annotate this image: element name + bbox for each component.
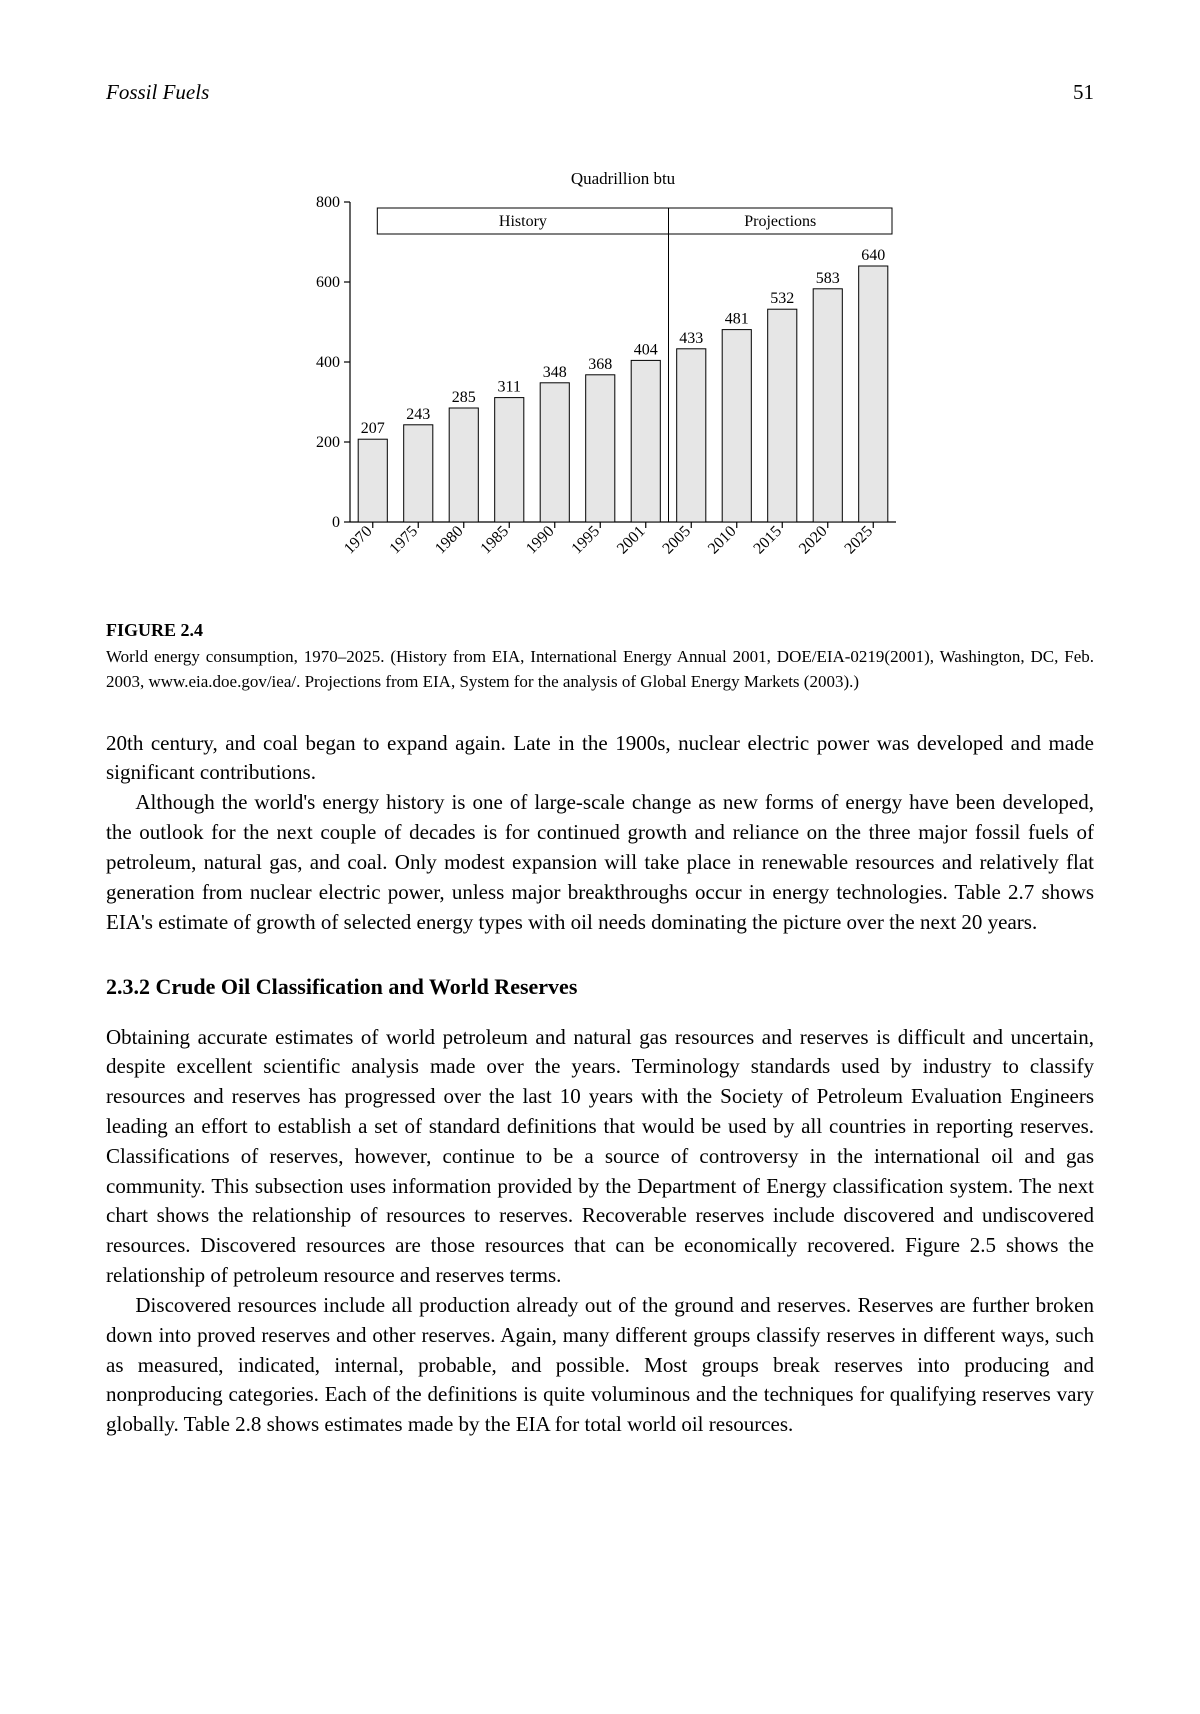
running-head: Fossil Fuels 51 <box>106 78 1094 108</box>
bar-chart-svg: 0 200 400 600 800 207 1970 243 1975 285 1980 311 198… <box>290 168 910 588</box>
svg-text:1975: 1975 <box>386 523 421 558</box>
svg-text:200: 200 <box>316 434 340 451</box>
svg-text:History: History <box>499 213 547 230</box>
body-paragraph-3: Obtaining accurate estimates of world pe… <box>106 1023 1094 1291</box>
svg-text:243: 243 <box>406 406 430 423</box>
section-heading: 2.3.2 Crude Oil Classification and World… <box>106 971 1094 1002</box>
svg-text:2005: 2005 <box>659 523 694 558</box>
svg-text:2025: 2025 <box>841 523 876 558</box>
svg-text:Projections: Projections <box>744 213 816 230</box>
body-paragraph-1: 20th century, and coal began to expand a… <box>106 729 1094 789</box>
page-number: 51 <box>1073 78 1094 108</box>
body-paragraph-2: Although the world's energy history is o… <box>106 788 1094 937</box>
svg-text:481: 481 <box>725 310 749 327</box>
svg-text:1980: 1980 <box>432 523 467 558</box>
svg-text:311: 311 <box>498 378 521 395</box>
svg-text:368: 368 <box>588 356 612 373</box>
svg-text:0: 0 <box>332 514 340 531</box>
body-paragraph-4: Discovered resources include all product… <box>106 1291 1094 1440</box>
svg-text:2015: 2015 <box>750 523 785 558</box>
svg-text:404: 404 <box>634 341 658 358</box>
svg-text:400: 400 <box>316 354 340 371</box>
figure-label: FIGURE 2.4 <box>106 618 1094 644</box>
svg-text:1990: 1990 <box>523 523 558 558</box>
figure-caption: World energy consumption, 1970–2025. (Hi… <box>106 645 1094 694</box>
running-head-left: Fossil Fuels <box>106 78 209 108</box>
svg-text:285: 285 <box>452 389 476 406</box>
svg-text:433: 433 <box>679 330 703 347</box>
svg-text:532: 532 <box>770 290 794 307</box>
energy-consumption-chart: 0 200 400 600 800 207 1970 243 1975 285 1980 311 198… <box>290 168 910 588</box>
svg-text:1995: 1995 <box>568 523 603 558</box>
svg-text:2020: 2020 <box>796 523 831 558</box>
svg-text:1985: 1985 <box>477 523 512 558</box>
svg-text:Quadrillion btu: Quadrillion btu <box>571 169 676 188</box>
svg-text:348: 348 <box>543 364 567 381</box>
svg-text:1970: 1970 <box>341 523 376 558</box>
svg-text:600: 600 <box>316 274 340 291</box>
svg-text:2001: 2001 <box>614 523 649 558</box>
svg-text:800: 800 <box>316 194 340 211</box>
svg-text:207: 207 <box>361 420 385 437</box>
svg-text:583: 583 <box>816 270 840 287</box>
svg-text:2010: 2010 <box>705 523 740 558</box>
svg-text:640: 640 <box>861 247 885 264</box>
